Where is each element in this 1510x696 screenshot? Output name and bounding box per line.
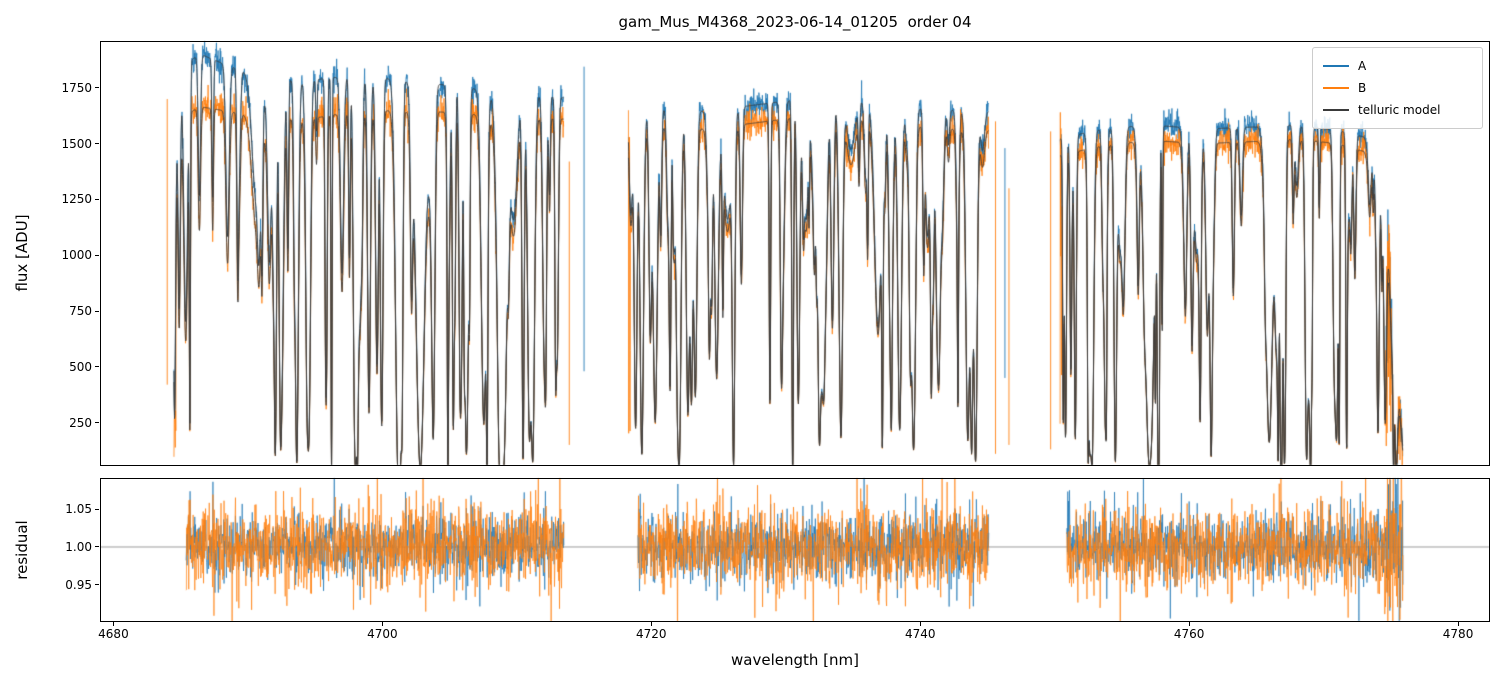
telluric-model-line-swatch <box>1323 109 1349 111</box>
residual-axis-label: residual <box>13 520 31 580</box>
legend-label-telluric-model: telluric model <box>1358 103 1441 117</box>
legend-label-b: B <box>1358 81 1367 95</box>
plot-title: gam_Mus_M4368_2023-06-14_01205 order 04 <box>618 13 972 31</box>
legend-entry-b: B <box>1323 77 1472 99</box>
series-a-line-swatch <box>1323 65 1349 67</box>
legend: A B telluric model <box>1312 47 1483 129</box>
legend-entry-telluric-model: telluric model <box>1323 99 1472 121</box>
legend-entry-a: A <box>1323 55 1472 77</box>
wavelength-axis-label: wavelength [nm] <box>731 651 859 669</box>
legend-label-a: A <box>1358 59 1367 73</box>
flux-axis-label: flux [ADU] <box>13 214 31 292</box>
series-b-line-swatch <box>1323 87 1349 89</box>
